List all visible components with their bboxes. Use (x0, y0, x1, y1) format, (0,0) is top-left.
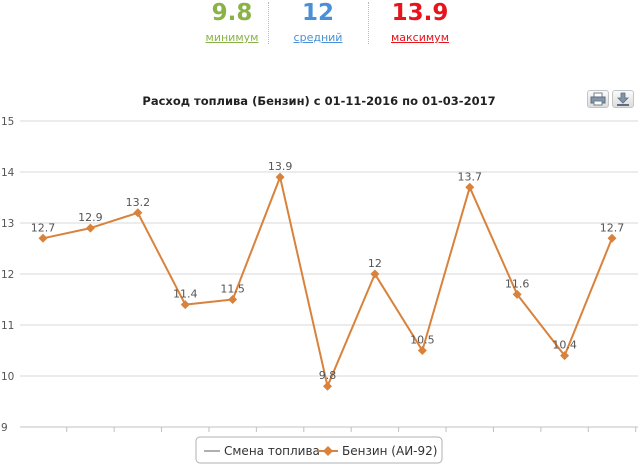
legend-marker-benzin (323, 446, 333, 456)
download-icon (617, 92, 629, 106)
data-point[interactable] (85, 223, 95, 233)
stat-maximum-value: 13.9 (391, 0, 449, 26)
data-label: 12.7 (600, 221, 625, 234)
data-point[interactable] (323, 381, 332, 391)
data-point[interactable] (560, 351, 570, 361)
data-label: 11.5 (220, 283, 245, 296)
stat-maximum-link[interactable]: максимум (391, 31, 449, 44)
legend-item-benzin[interactable]: Бензин (АИ-92) (342, 444, 437, 458)
data-point[interactable] (275, 172, 285, 182)
data-label: 10.5 (410, 334, 435, 347)
stat-average: 12 средний (268, 0, 368, 45)
data-point[interactable] (180, 300, 190, 310)
stat-average-value: 12 (301, 0, 334, 26)
data-label: 12 (368, 257, 382, 270)
data-point[interactable] (607, 233, 617, 243)
y-tick-label: 11 (1, 320, 14, 332)
y-tick-label: 12 (1, 269, 14, 281)
stat-average-link[interactable]: средний (293, 31, 343, 44)
data-point[interactable] (370, 269, 380, 279)
stat-minimum-link[interactable]: минимум (205, 31, 259, 44)
legend-item-smena[interactable]: Смена топлива (224, 444, 320, 458)
data-point[interactable] (417, 346, 427, 355)
data-label: 13.9 (268, 160, 293, 173)
data-label: 12.9 (78, 211, 103, 224)
y-axis: 9 10 11 12 13 14 15 (1, 116, 15, 434)
data-point[interactable] (512, 289, 522, 299)
data-label: 12.7 (31, 221, 56, 234)
data-point[interactable] (38, 233, 48, 243)
y-tick-label: 10 (1, 371, 14, 383)
chart-title: Расход топлива (Бензин) с 01-11-2016 по … (142, 94, 495, 108)
data-label: 10.4 (552, 339, 577, 352)
stat-minimum: 9.8 минимум (182, 0, 282, 45)
y-tick-label: 14 (1, 167, 15, 179)
series-plot: 12.7 12.9 13.2 11.4 11.5 13.9 9.8 12 10.5 13.7 11.… (31, 160, 625, 391)
y-tick-label: 9 (1, 422, 8, 434)
y-tick-label: 15 (1, 116, 14, 128)
data-label: 11.6 (505, 277, 530, 290)
data-label: 13.2 (126, 196, 151, 209)
data-label: 13.7 (458, 170, 483, 183)
stat-divider (268, 2, 269, 44)
chart-legend: Смена топлива Бензин (АИ-92) (195, 436, 443, 464)
download-button[interactable] (612, 90, 634, 108)
stat-divider (368, 2, 369, 44)
data-point[interactable] (465, 182, 475, 192)
data-label: 9.8 (319, 369, 337, 382)
data-point[interactable] (133, 208, 143, 218)
x-axis (20, 426, 638, 432)
stat-maximum: 13.9 максимум (370, 0, 470, 45)
y-tick-label: 13 (1, 218, 14, 230)
data-label: 11.4 (173, 288, 198, 301)
stat-minimum-value: 9.8 (211, 0, 253, 26)
print-button[interactable] (587, 90, 609, 108)
printer-icon (590, 92, 606, 106)
data-point[interactable] (228, 295, 238, 304)
fuel-stats-summary: 9.8 минимум 12 средний 13.9 максимум (0, 0, 638, 48)
